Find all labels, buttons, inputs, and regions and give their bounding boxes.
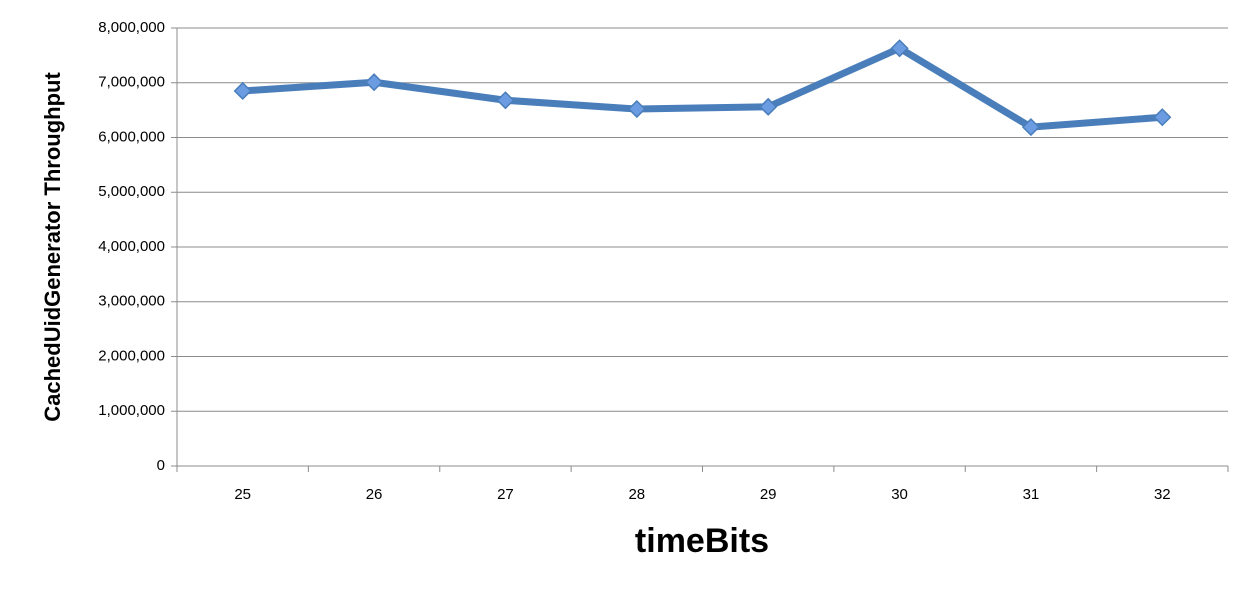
marker <box>233 81 252 101</box>
y-axis-title: CachedUidGenerator Throughput <box>40 72 65 422</box>
line <box>242 44 1163 131</box>
x-tick-label: 25 <box>234 486 251 503</box>
y-tick-label: 0 <box>157 457 165 474</box>
marker <box>1021 118 1041 137</box>
y-tick-label: 3,000,000 <box>98 293 165 310</box>
y-tick-label: 4,000,000 <box>98 238 165 255</box>
x-tick-label: 30 <box>891 486 908 503</box>
marker <box>1153 108 1172 127</box>
marker <box>496 91 515 110</box>
y-tick-label: 8,000,000 <box>98 19 165 36</box>
x-tick-label: 32 <box>1154 486 1171 503</box>
marker <box>365 73 384 92</box>
marker <box>759 97 778 116</box>
x-tick-label: 29 <box>760 486 777 503</box>
y-tick-label: 2,000,000 <box>98 347 165 364</box>
y-tick-label: 6,000,000 <box>98 128 165 145</box>
x-tick-label: 31 <box>1023 486 1040 503</box>
y-tick-label: 5,000,000 <box>98 183 165 200</box>
marker <box>627 99 646 119</box>
y-tick-label: 1,000,000 <box>98 402 165 419</box>
marker <box>890 39 909 58</box>
x-tick-label: 28 <box>628 486 645 503</box>
x-tick-label: 27 <box>497 486 514 503</box>
x-tick-label: 26 <box>366 486 383 503</box>
y-tick-label: 7,000,000 <box>98 74 165 91</box>
x-axis-title: timeBits <box>635 522 769 560</box>
